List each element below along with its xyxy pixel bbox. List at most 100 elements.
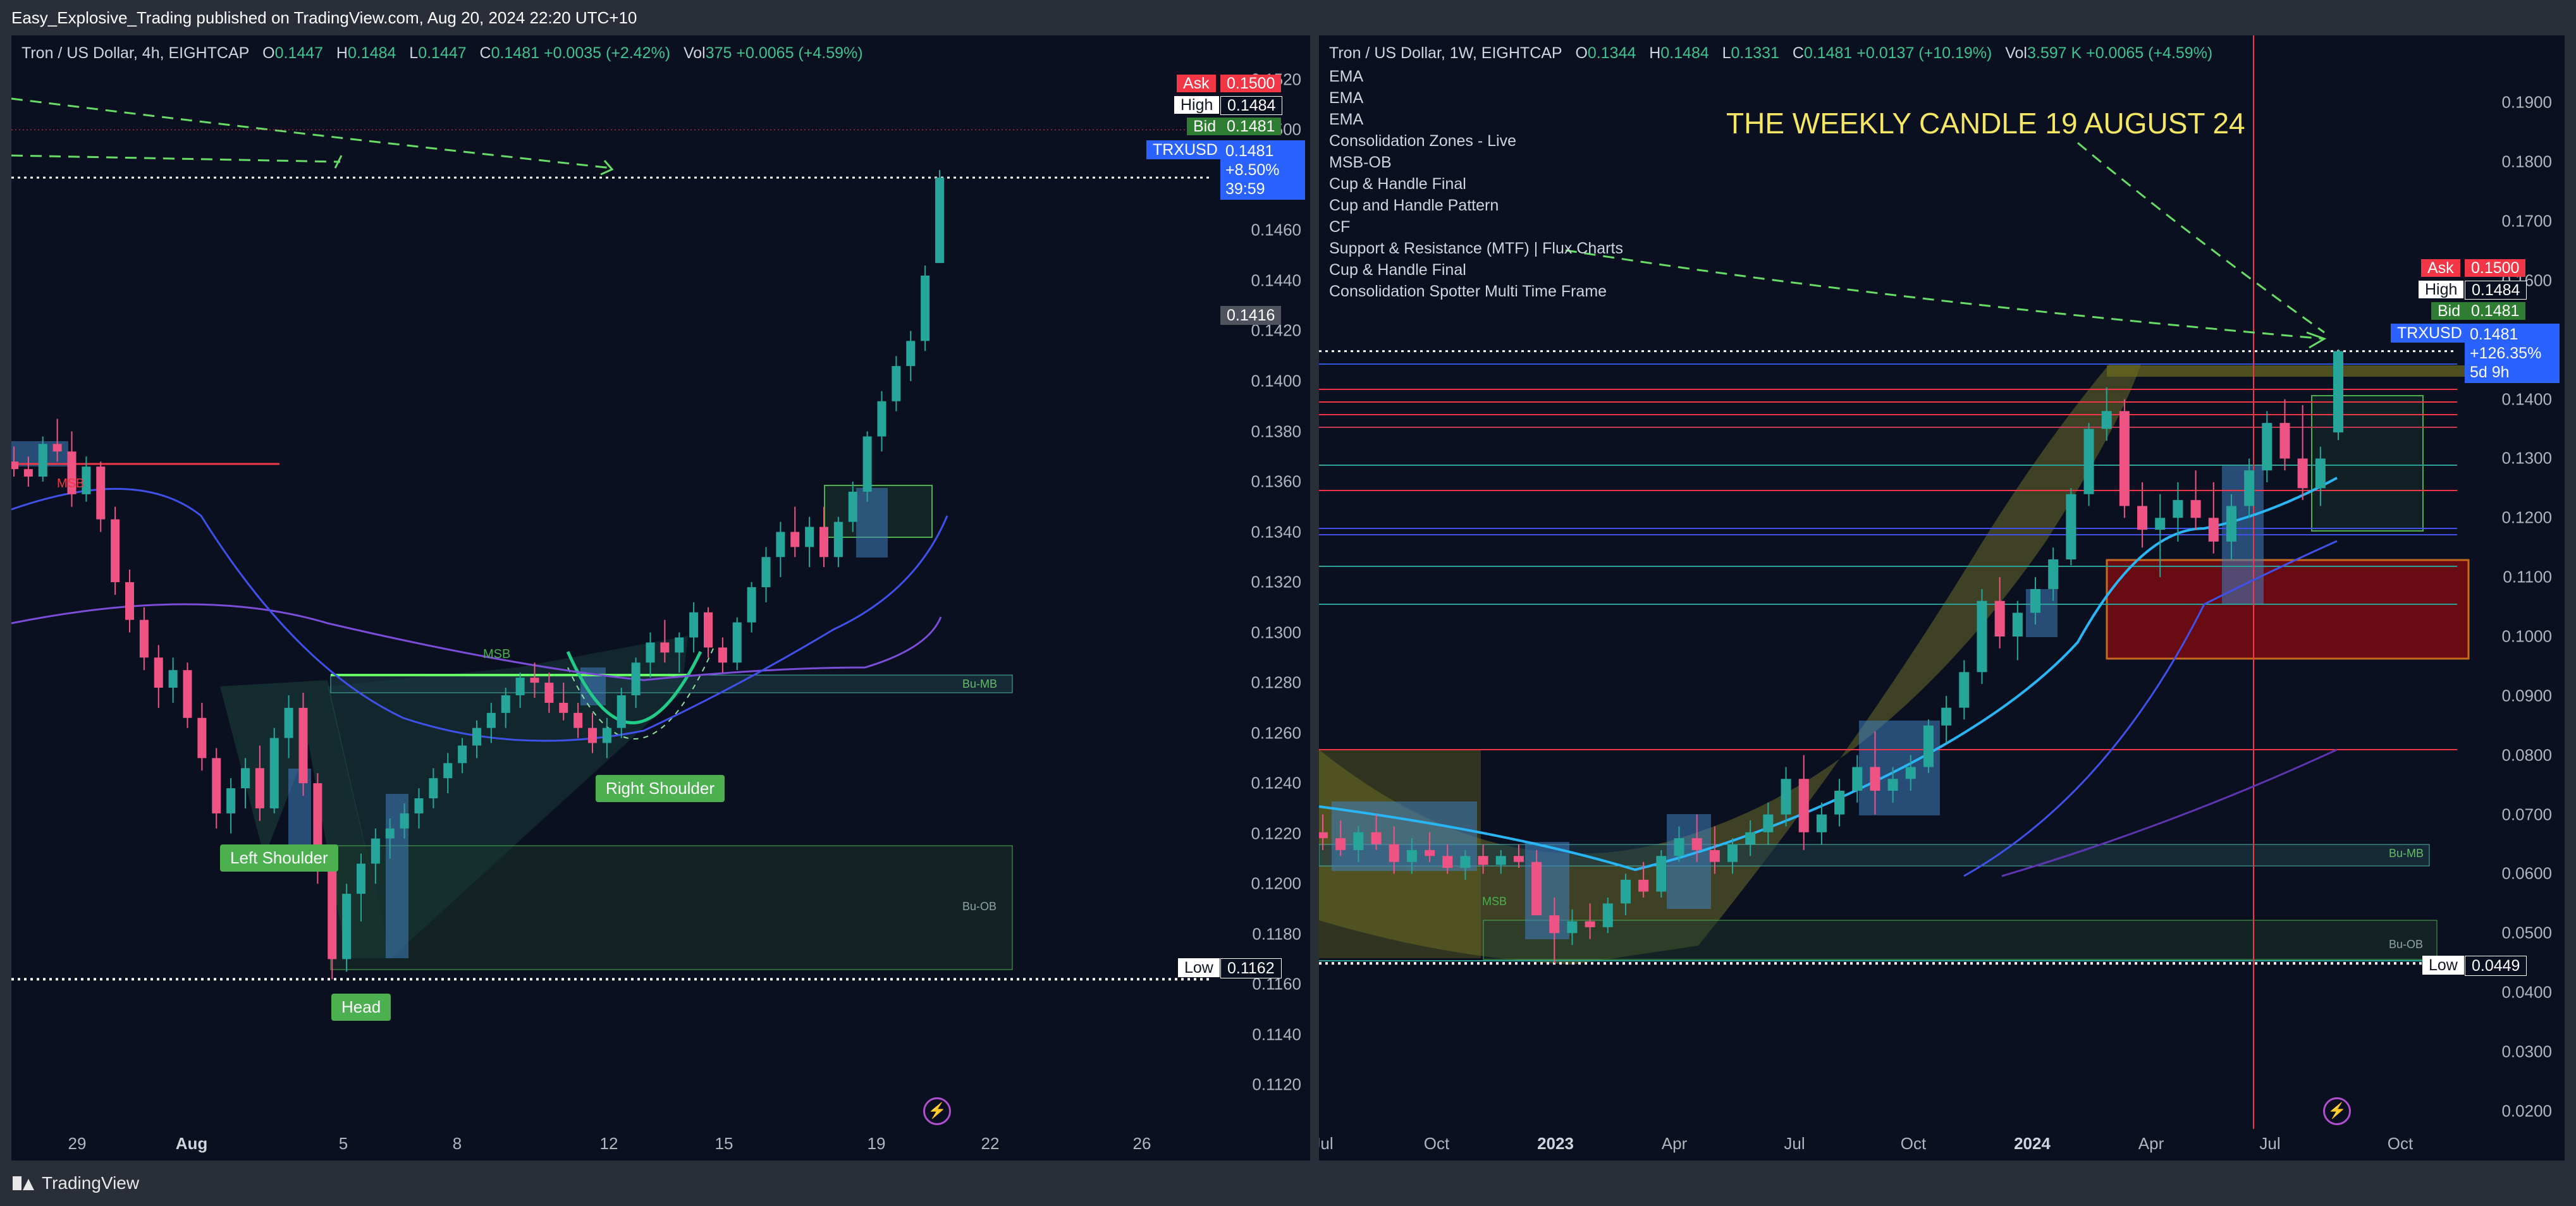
left-price-tick: 0.1260 [1251, 723, 1301, 743]
right-price-tick: 0.0700 [2501, 805, 2552, 824]
cup-arc [566, 650, 702, 724]
indicator-item[interactable]: Cup & Handle Final [1329, 175, 1466, 193]
candle [125, 570, 134, 633]
right-time-tick: Oct [1423, 1134, 1450, 1153]
left-high-value: 0.1484 [1220, 96, 1283, 115]
tradingview-logo-icon [13, 1176, 34, 1190]
left-symbol[interactable]: Tron / US Dollar, 4h, EIGHTCAP [21, 44, 250, 62]
candle [660, 619, 670, 663]
right-price-tick: 0.0900 [2501, 686, 2552, 705]
left-c-label: C [479, 44, 491, 62]
left-chart-panel[interactable]: Tron / US Dollar, 4h, EIGHTCAP O0.1447 H… [11, 35, 1310, 1160]
head-zone [328, 636, 688, 958]
left-low-value: 0.1162 [1220, 958, 1282, 978]
right-symbol-tag: TRXUSD [2391, 324, 2469, 343]
right-time-tick: Oct [2387, 1134, 2413, 1153]
candle [2048, 547, 2059, 601]
candle [255, 745, 264, 821]
left-price-axis[interactable]: 0.15200.15000.14800.14600.14400.14200.14… [1213, 35, 1301, 1160]
indicator-item[interactable]: Consolidation Spotter Multi Time Frame [1329, 283, 1607, 300]
candle [1425, 832, 1435, 862]
right-c-label: C [1792, 44, 1804, 62]
trend-arrow-1 [11, 97, 613, 169]
right-change: +0.0137 (+10.19%) [1856, 44, 1992, 62]
indicator-item[interactable]: Cup & Handle Final [1329, 261, 1466, 279]
candle [1798, 755, 1809, 850]
tradingview-logo[interactable]: TradingView [13, 1172, 139, 1195]
left-time-axis[interactable]: 29 Aug 5 8 12 15 19 22 26 [11, 1129, 1310, 1160]
candle [284, 695, 293, 758]
left-time-tick: 12 [599, 1134, 618, 1153]
indicator-item[interactable]: Cup and Handle Pattern [1329, 197, 1499, 214]
indicator-item[interactable]: Consolidation Zones - Live [1329, 132, 1516, 150]
candle [805, 516, 814, 568]
right-price-tick: 0.0500 [2501, 923, 2552, 942]
right-symbol[interactable]: Tron / US Dollar, 1W, EIGHTCAP [1329, 44, 1562, 62]
indicator-item[interactable]: EMA [1329, 111, 1364, 128]
candle [1602, 897, 1613, 934]
candle [1531, 850, 1542, 916]
candle [732, 617, 742, 671]
left-countdown: 39:59 [1225, 180, 1265, 198]
candle [269, 728, 279, 813]
brand-text: TradingView [42, 1173, 140, 1193]
candle [1674, 826, 1684, 862]
left-chart-canvas[interactable] [11, 35, 1310, 1160]
right-time-tick: Jul [2259, 1134, 2281, 1153]
left-time-tick: 26 [1132, 1134, 1151, 1153]
candle [2297, 405, 2308, 501]
right-time-tick: Jul [1319, 1134, 1334, 1153]
left-volume: 375 [705, 44, 732, 62]
left-shoulder-label[interactable]: Left Shoulder [220, 844, 338, 872]
indicator-item[interactable]: MSB-OB [1329, 154, 1392, 171]
indicator-list[interactable]: EMA EMA EMA Consolidation Zones - Live MSB-O… [1329, 66, 1623, 302]
candle [429, 768, 438, 808]
right-close: 0.1481 [1803, 44, 1853, 62]
right-ohlc-legend: Tron / US Dollar, 1W, EIGHTCAP O0.1344 H… [1329, 44, 2212, 63]
left-last-pct: +8.50% [1225, 161, 1280, 179]
indicator-item[interactable]: Support & Resistance (MTF) | Flux Charts [1329, 240, 1623, 257]
right-chart-panel[interactable]: Tron / US Dollar, 1W, EIGHTCAP O0.1344 H… [1319, 35, 2565, 1160]
candle [515, 673, 525, 708]
candle [1727, 838, 1738, 874]
candle [486, 702, 496, 743]
bu-ob-zone-right [1483, 920, 2438, 960]
right-shoulder-label[interactable]: Right Shoulder [596, 775, 725, 802]
right-time-tick: Apr [1661, 1134, 1688, 1153]
consolidation-block [1667, 814, 1711, 909]
right-time-axis[interactable]: Jul Oct 2023 Apr Jul Oct 2024 Apr Jul Oct [1319, 1129, 2565, 1160]
candle [935, 170, 944, 264]
left-price-tick: 0.1380 [1251, 422, 1301, 441]
indicator-item[interactable]: EMA [1329, 68, 1364, 85]
candle [472, 720, 481, 758]
candle [1745, 820, 1756, 856]
head-label[interactable]: Head [331, 994, 391, 1021]
left-lightning-icon[interactable]: ⚡ [923, 1097, 951, 1125]
candle [1709, 826, 1720, 874]
right-last-price-box: 0.1481 +126.35% 5d 9h [2465, 324, 2560, 383]
right-time-tick: 2024 [2014, 1134, 2051, 1153]
right-bid-label: Bid [2431, 302, 2467, 320]
right-lightning-icon[interactable]: ⚡ [2323, 1097, 2351, 1125]
candle [588, 712, 597, 753]
indicator-item[interactable]: CF [1329, 218, 1351, 236]
indicator-item[interactable]: EMA [1329, 89, 1364, 107]
candle [906, 331, 916, 381]
right-ask-value: 0.1500 [2465, 259, 2526, 277]
right-time-tick: Apr [2138, 1134, 2164, 1153]
candle [342, 884, 352, 972]
right-o-label: O [1575, 44, 1588, 62]
right-price-axis[interactable]: 0.19000.18000.17000.16000.14000.13000.12… [2457, 35, 2552, 1160]
left-last-price: 0.1481 [1225, 142, 1274, 160]
candle [530, 662, 539, 698]
right-chart-canvas[interactable] [1319, 35, 2565, 1160]
left-time-tick: 15 [715, 1134, 733, 1153]
right-price-tick: 0.1400 [2501, 389, 2552, 409]
right-price-tick: 0.1000 [2501, 626, 2552, 646]
candle [1513, 844, 1524, 868]
right-l-label: L [1722, 44, 1731, 62]
candle [862, 431, 872, 502]
left-price-tick: 0.1200 [1251, 874, 1301, 893]
candle [458, 738, 467, 774]
left-time-tick: 19 [867, 1134, 886, 1153]
